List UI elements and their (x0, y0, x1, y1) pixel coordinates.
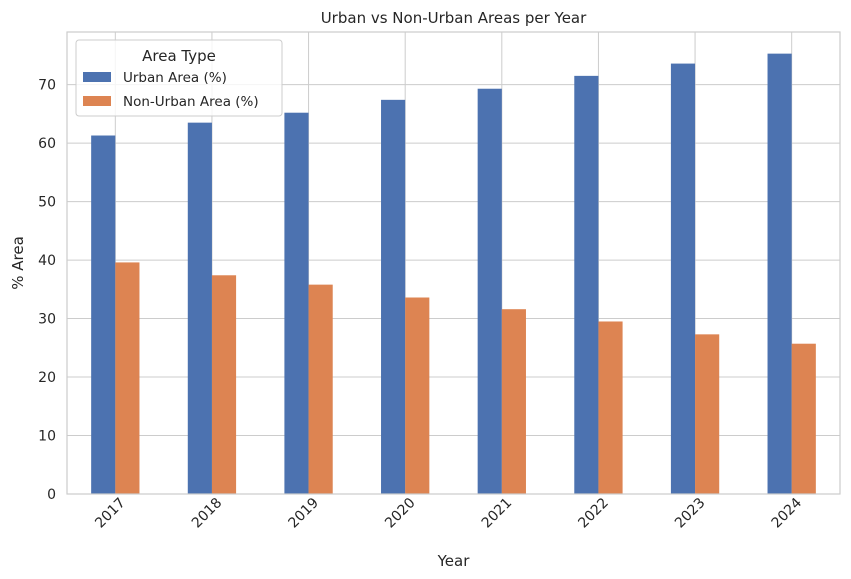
x-tick-label: 2022 (575, 495, 612, 532)
bar-non-urban-2019 (308, 284, 333, 494)
bar-non-urban-2020 (405, 297, 430, 494)
x-tick-label: 2018 (189, 495, 226, 532)
legend-title: Area Type (142, 47, 216, 65)
legend-swatch (83, 96, 111, 106)
y-axis-label: % Area (9, 236, 27, 290)
y-tick-label: 50 (38, 195, 56, 211)
y-tick-label: 20 (38, 370, 56, 386)
x-tick-label: 2024 (769, 495, 806, 532)
bar-non-urban-2021 (501, 309, 526, 494)
bar-urban-2017 (91, 135, 116, 494)
y-axis-ticks: 0 10 20 30 40 50 60 70 (38, 78, 56, 503)
bar-urban-2018 (187, 122, 212, 494)
bar-non-urban-2022 (598, 321, 623, 494)
legend-swatch (83, 72, 111, 82)
bar-non-urban-2024 (791, 343, 816, 494)
bar-non-urban-2017 (115, 262, 140, 494)
legend-box (75, 39, 283, 117)
bar-urban-2020 (381, 99, 406, 494)
bar-non-urban-2023 (695, 334, 720, 494)
y-tick-label: 40 (38, 253, 56, 269)
legend-items: Urban Area (%) Non-Urban Area (%) (83, 70, 259, 110)
bar-urban-2019 (284, 112, 309, 494)
x-tick-label: 2017 (92, 495, 129, 532)
bar-non-urban-2018 (211, 275, 237, 494)
legend: Area Type Urban Area (%) Non-Urban Area (… (75, 39, 283, 117)
bars (91, 53, 816, 495)
x-axis-label: Year (437, 552, 471, 570)
y-tick-label: 10 (38, 429, 56, 445)
x-tick-label: 2020 (382, 495, 419, 532)
x-tick-label: 2023 (672, 495, 709, 532)
y-tick-label: 0 (47, 487, 56, 503)
y-tick-label: 70 (38, 78, 56, 94)
y-tick-label: 60 (38, 136, 56, 152)
bar-urban-2024 (767, 53, 792, 495)
legend-label: Non-Urban Area (%) (123, 94, 259, 110)
x-axis-ticks: 2017 2018 2019 2020 2021 2022 2023 2024 (92, 495, 805, 532)
bar-urban-2021 (477, 88, 502, 494)
legend-label: Urban Area (%) (123, 70, 227, 86)
x-tick-label: 2019 (285, 495, 322, 532)
bar-urban-2023 (670, 63, 696, 495)
chart-title: Urban vs Non-Urban Areas per Year (321, 9, 587, 27)
bar-urban-2022 (574, 75, 599, 495)
plot-frame (66, 31, 841, 495)
x-tick-label: 2021 (479, 495, 516, 532)
y-tick-label: 30 (38, 312, 56, 328)
